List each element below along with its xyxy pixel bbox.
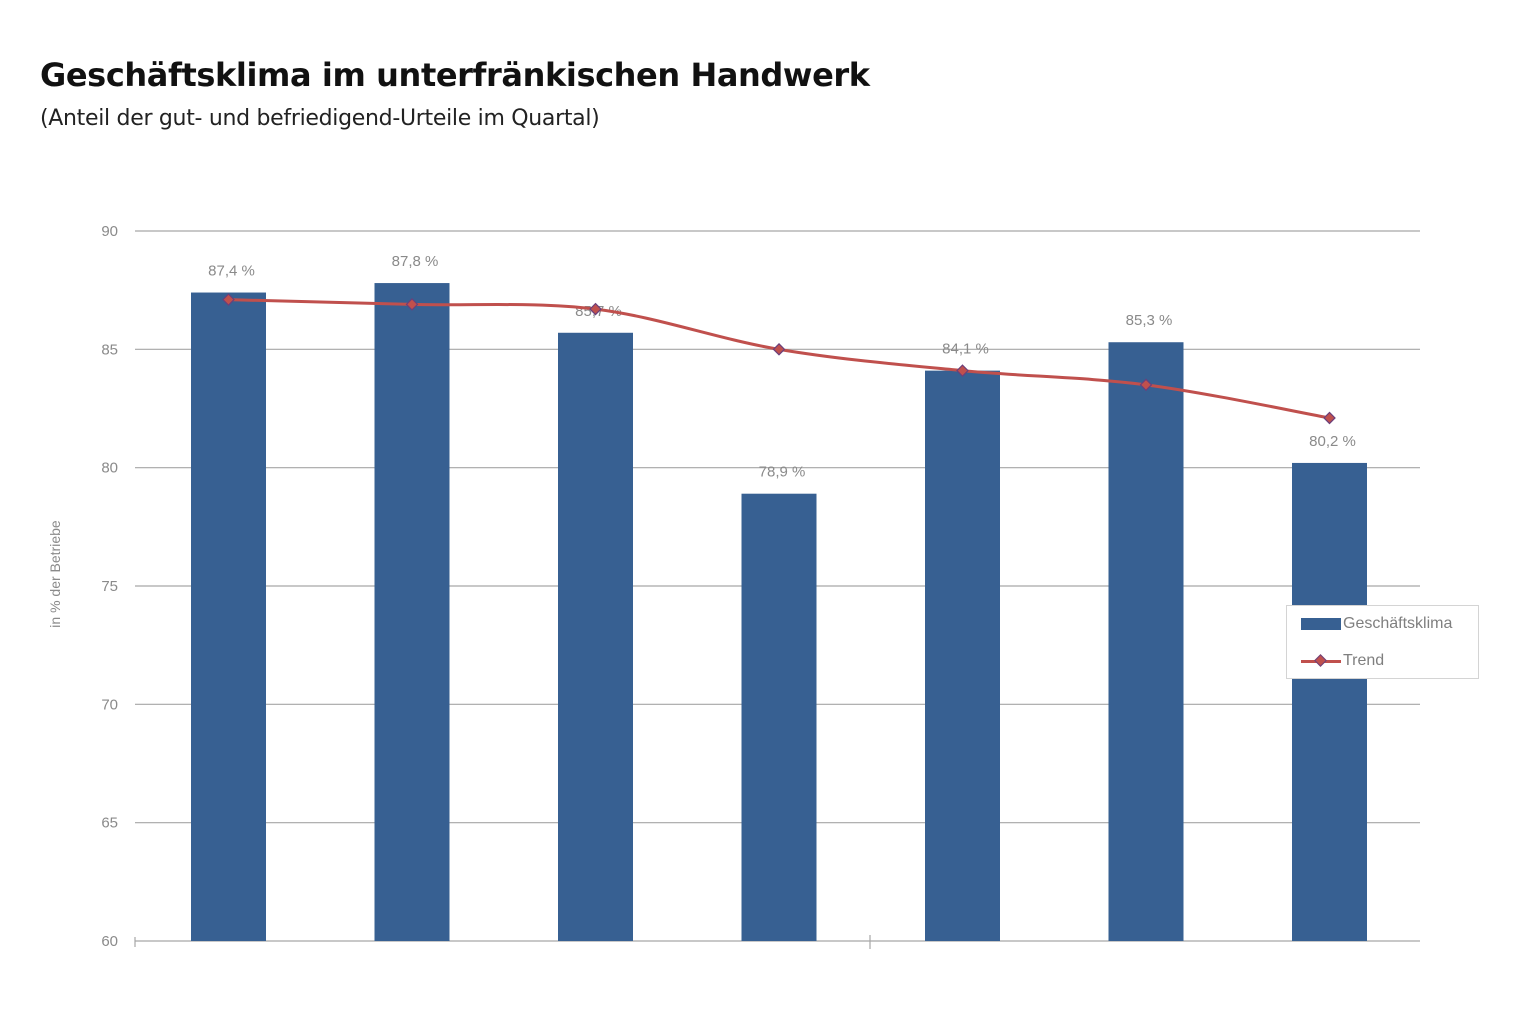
bar-3 [558,332,633,941]
y-tick-label-60: 60 [101,933,118,950]
bar-5 [925,370,1000,942]
trend-marker-1 [222,293,235,306]
y-axis-ticks: 60 65 70 75 80 85 90 [101,223,118,950]
legend-item-bar: Geschäftsklima [1301,614,1452,634]
trend-marker-4 [772,342,786,356]
y-tick-label-80: 80 [101,460,118,477]
bar-4 [741,493,817,941]
bar-2 [374,283,450,942]
y-tick-label-85: 85 [101,341,118,358]
legend-line-swatch [1301,654,1341,668]
data-label-5: 84,1 % [942,341,989,358]
data-label-1: 87,4 % [208,263,255,280]
trend-marker-3 [589,302,602,316]
legend-bar-swatch [1301,618,1341,630]
y-tick-label-90: 90 [101,223,118,240]
legend-bar-label: Geschäftsklima [1343,615,1453,632]
y-tick-label-70: 70 [101,696,118,713]
chart-legend: Geschäftsklima Trend [1286,605,1479,679]
data-label-4: 78,9 % [759,464,806,481]
data-label-2: 87,8 % [392,253,439,270]
y-axis-title: in % der Betriebe [47,520,63,628]
trend-marker-7 [1323,411,1336,425]
chart-subtitle: (Anteil der gut- und befriedigend-Urteil… [40,106,600,131]
data-labels: 87,4 %87,8 %85,7 %78,9 %84,1 %85,3 %80,2… [208,253,1356,481]
y-tick-label-75: 75 [101,578,118,595]
trend-series [222,293,1336,425]
trend-marker-6 [1139,378,1153,392]
data-label-6: 85,3 % [1126,312,1173,329]
legend-line-label: Trend [1343,652,1385,669]
bar-1 [191,292,266,941]
bar-6 [1108,342,1184,941]
legend-item-line: Trend [1301,651,1384,671]
bar-7 [1292,462,1367,941]
y-tick-label-65: 65 [101,815,118,832]
data-label-7: 80,2 % [1309,433,1356,450]
chart-title: Geschäftsklima im unterfränkischen Handw… [40,56,870,94]
bar-series [191,283,1367,942]
trend-marker-5 [956,364,969,377]
trend-marker-2 [405,298,419,311]
